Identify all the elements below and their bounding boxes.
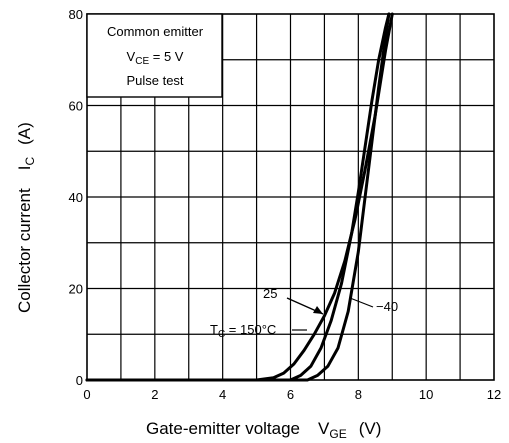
x-tick-label: 12 [487,387,501,402]
y-tick-label: 60 [69,99,83,114]
x-tick-label: 10 [419,387,433,402]
y-tick-label: 80 [69,7,83,22]
conditions-box-frame [86,13,223,98]
y-axis-title: Collector currentIC(A) [15,122,37,313]
x-axis-title: Gate-emitter voltage VGE (V) [146,419,381,441]
label-minus40-leader [349,297,374,308]
x-tick-label: 8 [355,387,362,402]
label-minus40: −40 [376,299,398,314]
x-tick-label: 6 [287,387,294,402]
y-tick-label: 0 [76,373,83,388]
y-tick-label: 20 [69,282,83,297]
label-25: 25 [263,286,277,301]
x-tick-label: 0 [83,387,90,402]
series-line-1 [85,12,391,382]
conditions-line-1: Common emitter [107,24,204,39]
conditions-box: Common emitter VCE = 5 V Pulse test [86,13,223,98]
label-25-arrowhead [313,306,323,314]
label-150: TC = 150°C [210,322,276,340]
series-line-2 [85,12,391,382]
conditions-line-3: Pulse test [126,73,183,88]
grid [87,14,494,380]
conditions-line-2: VCE = 5 V [127,49,184,67]
tick-labels: 0 2 4 6 8 10 12 0 20 40 60 80 [69,7,502,402]
curves [85,12,394,382]
x-tick-label: 4 [219,387,226,402]
y-tick-label: 40 [69,190,83,205]
x-tick-label: 2 [151,387,158,402]
